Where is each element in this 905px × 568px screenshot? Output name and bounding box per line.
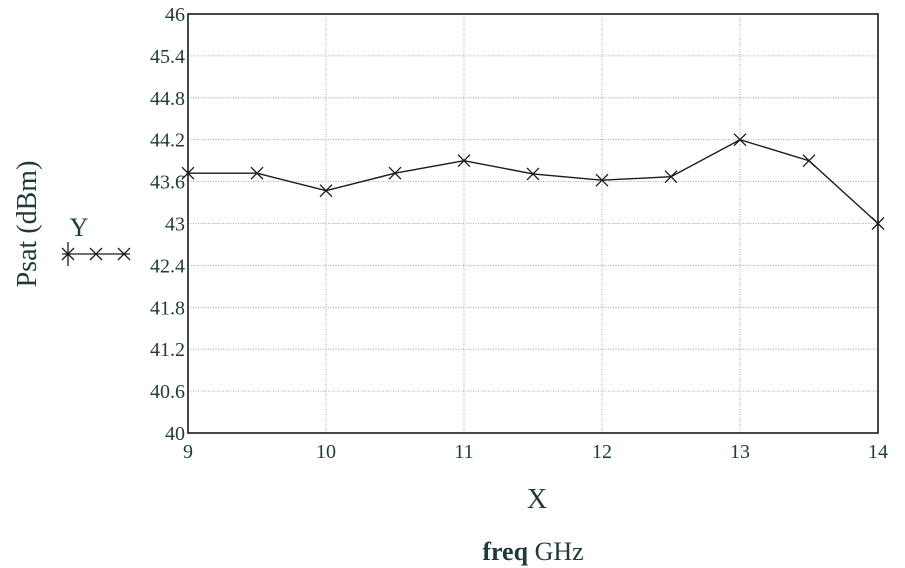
y-tick-label: 41.8	[150, 297, 185, 319]
data-point-marker	[871, 217, 885, 230]
x-axis-unit-label: freq GHz	[482, 537, 583, 566]
x-axis-tick-labels: 9 10 11 12 13 14	[183, 441, 888, 463]
data-point-marker	[319, 184, 333, 198]
x-tick-label: 12	[592, 441, 612, 463]
y-axis-tick-labels: 40 40.6 41.2 41.8 42.4 43 43.6 44.2 44.8 45.4 46	[150, 4, 185, 445]
legend-sample-marker	[117, 247, 131, 261]
y-tick-label: 44.2	[150, 130, 185, 152]
data-point-marker	[250, 166, 264, 180]
x-tick-label: 10	[316, 441, 336, 463]
legend-series-label: Y	[70, 213, 89, 242]
data-point-marker	[802, 154, 816, 168]
grid-lines	[188, 14, 878, 433]
legend-series-sample	[61, 242, 131, 266]
x-unit-variable-name: freq	[482, 537, 528, 566]
data-point-marker	[526, 167, 540, 181]
psat-series-markers	[181, 133, 885, 230]
y-tick-label: 46	[165, 4, 185, 26]
x-unit-name: GHz	[535, 537, 584, 566]
x-axis-title: X	[527, 484, 547, 515]
x-tick-label: 11	[454, 441, 473, 463]
y-tick-label: 43.6	[150, 172, 185, 194]
y-tick-label: 43	[165, 214, 185, 236]
x-tick-label: 13	[730, 441, 750, 463]
y-tick-label: 44.8	[150, 88, 185, 110]
y-tick-label: 40.6	[150, 381, 185, 403]
data-point-marker	[181, 166, 195, 180]
x-tick-label: 9	[183, 441, 193, 463]
data-point-marker	[733, 133, 747, 147]
data-point-marker	[457, 154, 471, 168]
y-tick-label: 40	[165, 423, 185, 445]
x-tick-label: 14	[868, 441, 888, 463]
y-tick-label: 42.4	[150, 255, 185, 277]
data-point-marker	[664, 170, 678, 184]
y-tick-label: 41.2	[150, 339, 185, 361]
y-axis-title: Psat (dBm)	[12, 161, 43, 288]
y-tick-label: 45.4	[150, 46, 185, 68]
data-point-marker	[595, 173, 609, 187]
legend-sample-marker	[89, 247, 103, 261]
data-point-marker	[388, 166, 402, 180]
